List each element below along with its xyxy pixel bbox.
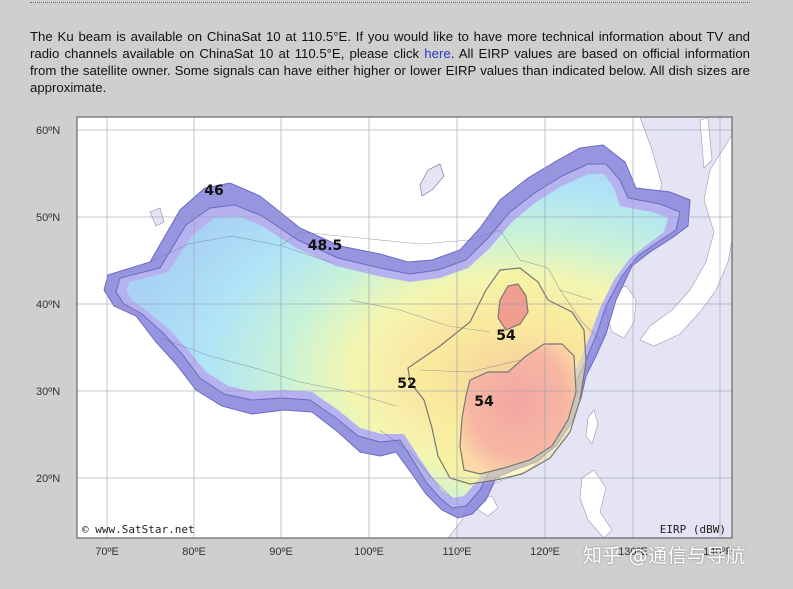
map-border xyxy=(76,116,733,539)
here-link[interactable]: here xyxy=(424,46,451,62)
country-borders xyxy=(149,229,601,499)
contour-label: 54 xyxy=(474,394,494,410)
beam-contour-54-south xyxy=(459,343,577,475)
contour-label: 54 xyxy=(496,328,516,344)
beam-contour-54-north xyxy=(497,283,529,331)
lon-label: 110ºE xyxy=(443,546,472,558)
lon-label: 120ºE xyxy=(530,546,560,558)
japan-islands xyxy=(639,134,732,347)
lon-label: 140ºE xyxy=(703,546,733,558)
intro-text-after-link: . All EIRP values are based on official … xyxy=(30,46,750,96)
copyright-label: © www.SatStar.net xyxy=(82,523,195,536)
lon-label: 100ºE xyxy=(354,546,384,558)
intro-paragraph: The Ku beam is available on ChinaSat 10 … xyxy=(30,28,750,96)
eirp-unit-label: EIRP (dBW) xyxy=(660,523,726,536)
lon-label: 80ºE xyxy=(182,546,206,558)
lat-label: 20ºN xyxy=(36,473,60,485)
contour-label: 52 xyxy=(397,376,416,392)
dotted-divider xyxy=(30,2,750,3)
taiwan-island xyxy=(585,409,599,445)
lat-label: 40ºN xyxy=(36,299,60,311)
map-gridlines xyxy=(77,117,732,538)
lat-label: 50ºN xyxy=(36,212,60,224)
lon-label: 90ºE xyxy=(269,546,293,558)
lat-label: 30ºN xyxy=(36,386,60,398)
sakhalin-island xyxy=(699,117,713,169)
philippines-islands xyxy=(579,469,613,538)
lat-label: 60ºN xyxy=(36,125,60,137)
lon-label: 130ºE xyxy=(618,546,648,558)
lon-label: 70ºE xyxy=(95,546,119,558)
lake-baikal xyxy=(419,163,445,197)
contour-label: 48.5 xyxy=(308,238,343,254)
contour-label: 46 xyxy=(204,183,223,199)
zhihu-watermark: 知乎 @通信与导航 xyxy=(583,545,746,567)
intro-text-before-link: The Ku beam is available on ChinaSat 10 … xyxy=(30,29,750,62)
